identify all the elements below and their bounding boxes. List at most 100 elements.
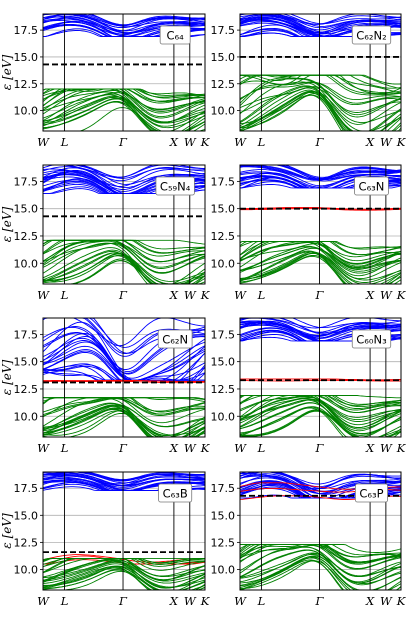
green-band <box>43 242 205 284</box>
green-band <box>43 410 205 437</box>
high-symmetry-label: X <box>169 135 179 149</box>
green-band <box>43 101 205 131</box>
panel-label: C₆₃N <box>359 180 385 194</box>
high-symmetry-label: Γ <box>118 594 128 608</box>
axes-frame <box>239 164 402 285</box>
y-tick-label: 10.0 <box>14 257 39 270</box>
high-symmetry-label: W <box>380 594 393 608</box>
y-tick-label: 17.5 <box>14 328 39 341</box>
axes-frame <box>42 317 206 438</box>
y-tick-label: 12.5 <box>211 383 236 396</box>
high-symmetry-label: W <box>37 441 50 455</box>
panel-label-box <box>159 25 191 45</box>
y-tick-label: 15.0 <box>211 509 236 522</box>
green-band <box>43 247 205 284</box>
high-symmetry-label: L <box>60 288 69 302</box>
green-band <box>240 81 401 101</box>
y-tick-label: 15.0 <box>211 51 236 64</box>
panel-label: C₆₀N₃ <box>356 333 387 347</box>
green-band <box>240 77 401 116</box>
green-band <box>43 260 205 284</box>
green-band <box>240 252 401 284</box>
green-band <box>43 98 205 129</box>
blue-band <box>43 14 205 27</box>
panel-label: C₆₂N₂ <box>356 29 386 43</box>
green-band <box>43 398 205 437</box>
blue-band <box>240 472 401 488</box>
y-tick-label: 15.0 <box>14 51 39 64</box>
y-tick-label: 17.5 <box>211 482 236 495</box>
red-band <box>240 378 401 381</box>
bands <box>43 318 205 437</box>
green-band <box>43 405 205 437</box>
green-band <box>43 97 205 124</box>
blue-band <box>43 321 205 381</box>
green-band <box>43 397 205 400</box>
green-band <box>43 92 205 112</box>
green-band <box>43 107 205 131</box>
y-tick-label: 12.5 <box>211 230 236 243</box>
green-band <box>43 397 205 416</box>
blue-band <box>43 318 205 347</box>
y-tick-label: 12.5 <box>14 536 39 549</box>
green-band <box>43 559 205 579</box>
blue-band <box>43 165 205 179</box>
panel-label-box <box>158 483 193 503</box>
blue-band <box>43 472 205 484</box>
high-symmetry-label: Γ <box>315 135 325 149</box>
blue-band <box>240 322 401 339</box>
high-symmetry-label: X <box>169 288 179 302</box>
blue-band <box>240 472 401 485</box>
high-symmetry-label: X <box>365 288 375 302</box>
high-symmetry-label: L <box>60 135 69 149</box>
green-band <box>43 566 205 590</box>
green-band <box>240 553 401 579</box>
panel-label: C₅₉N₄ <box>160 180 191 194</box>
green-band <box>240 251 401 284</box>
green-band <box>240 544 401 559</box>
green-band <box>240 395 401 411</box>
green-band <box>240 556 401 590</box>
green-band <box>240 397 401 421</box>
y-tick-label: 10.0 <box>14 410 39 423</box>
panel-label-box <box>157 329 193 349</box>
green-band <box>240 94 401 131</box>
green-band <box>43 239 205 268</box>
green-band <box>240 398 401 437</box>
green-band <box>43 558 205 571</box>
high-symmetry-label: K <box>200 594 211 608</box>
blue-band <box>43 16 205 32</box>
high-symmetry-label: W <box>234 135 247 149</box>
green-band <box>43 568 205 590</box>
blue-band <box>43 332 205 381</box>
red-band <box>43 380 205 383</box>
y-tick-label: 12.5 <box>211 78 236 91</box>
high-symmetry-label: X <box>365 135 375 149</box>
green-band <box>240 406 401 437</box>
green-band <box>43 412 205 437</box>
green-band <box>240 86 401 114</box>
high-symmetry-label: L <box>257 441 266 455</box>
green-band <box>43 397 205 413</box>
high-symmetry-label: X <box>365 441 375 455</box>
green-band <box>240 91 401 131</box>
panel-label-box <box>351 329 392 349</box>
high-symmetry-label: K <box>200 288 211 302</box>
y-axis-label: ε [eV] <box>0 206 14 242</box>
y-tick-label: 12.5 <box>14 78 39 91</box>
red-band <box>240 379 401 382</box>
green-band <box>240 240 401 270</box>
y-tick-label: 15.0 <box>14 509 39 522</box>
green-band <box>240 255 401 284</box>
high-symmetry-label: W <box>380 288 393 302</box>
panel-label-box <box>354 483 388 503</box>
blue-band <box>240 165 401 180</box>
green-band <box>240 241 401 277</box>
y-tick-label: 17.5 <box>211 24 236 37</box>
high-symmetry-label: W <box>234 441 247 455</box>
